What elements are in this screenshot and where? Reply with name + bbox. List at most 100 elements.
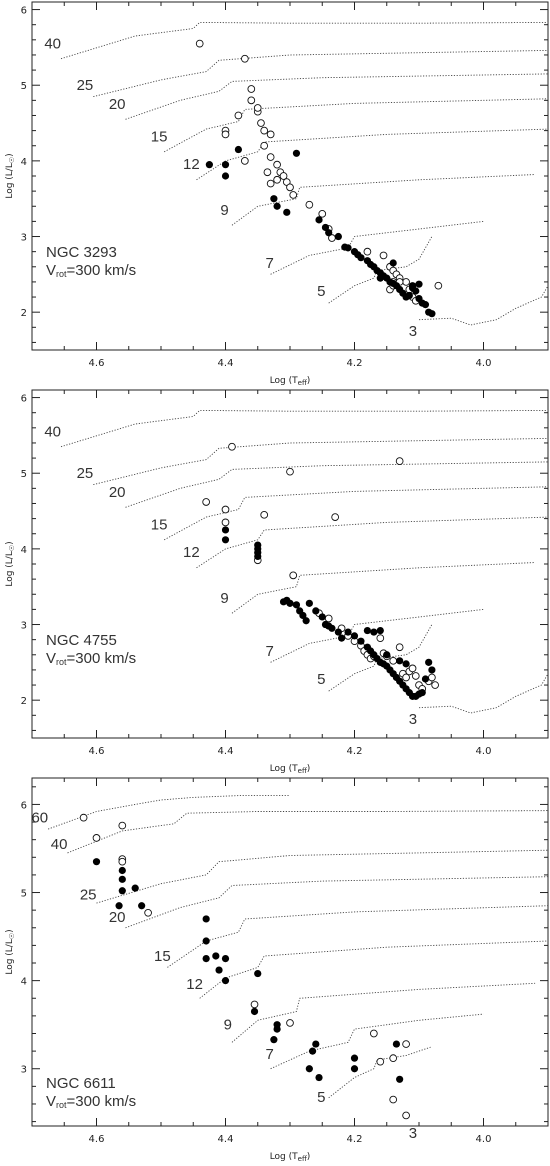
- y-tick-label: 3: [21, 621, 27, 632]
- filled-star-point: [215, 966, 223, 974]
- plot-frame: [31, 389, 549, 739]
- track-mass-label: 3: [409, 1125, 417, 1142]
- open-star-point: [305, 200, 314, 209]
- y-tick-label: 4: [21, 545, 27, 556]
- track-mass-label: 5: [317, 283, 325, 300]
- filled-star-point: [221, 536, 230, 544]
- open-star-point: [202, 498, 211, 506]
- track-mass-label: 40: [44, 36, 61, 53]
- open-star-point: [286, 1019, 294, 1027]
- filled-star-point: [389, 259, 397, 267]
- open-star-point: [234, 111, 243, 120]
- open-star-point: [289, 191, 298, 199]
- open-star-point: [389, 656, 398, 665]
- evolution-track: [96, 849, 549, 904]
- x-tick-label: 4.6: [89, 1134, 105, 1145]
- filled-star-point: [396, 1075, 404, 1083]
- open-star-point: [331, 513, 340, 521]
- filled-star-point: [118, 875, 126, 883]
- open-star-point: [221, 518, 230, 527]
- track-mass-label: 3: [409, 711, 417, 728]
- open-star-point: [250, 1000, 259, 1009]
- cluster-name: NGC 4755: [46, 632, 117, 649]
- open-star-point: [370, 1029, 378, 1038]
- y-tick-label: 4: [21, 157, 27, 168]
- evolution-track: [163, 98, 549, 153]
- open-star-point: [273, 160, 281, 169]
- filled-star-point: [254, 552, 262, 561]
- open-star-point: [92, 834, 101, 842]
- y-tick-label: 2: [21, 696, 27, 707]
- evolution-track: [418, 673, 549, 714]
- y-tick-label: 6: [21, 394, 27, 405]
- filled-star-point: [273, 1025, 281, 1033]
- plot-frame: [31, 1, 549, 351]
- filled-star-point: [250, 1007, 259, 1016]
- open-star-point: [266, 153, 275, 161]
- open-star-point: [260, 141, 269, 150]
- x-tick-label: 4.0: [476, 1134, 492, 1145]
- filled-star-point: [396, 657, 404, 665]
- filled-star-point: [312, 1040, 320, 1048]
- open-star-point: [279, 172, 288, 180]
- hr-diagram-panel: 4.6 4.4 4.2 4.0 2 3 4 5 6 Log (Teff) Log (L/L☉) 40 2…: [5, 389, 549, 775]
- filled-star-point: [315, 1073, 323, 1082]
- open-star-point: [408, 664, 417, 673]
- track-mass-label: 15: [154, 948, 171, 965]
- filled-star-point: [325, 229, 333, 237]
- open-star-point: [402, 278, 410, 286]
- filled-star-point: [376, 274, 384, 282]
- x-tick-label: 4.0: [476, 746, 492, 757]
- track-mass-label: 7: [266, 255, 274, 272]
- filled-star-point: [299, 611, 307, 620]
- hr-diagram-panel: 4.6 4.4 4.2 4.0 3 4 5 6 Log (Teff) Log (L/L☉) 6040…: [5, 777, 549, 1163]
- open-star-point: [144, 908, 152, 917]
- open-star-point: [431, 681, 439, 689]
- filled-star-point: [92, 858, 101, 866]
- filled-star-point: [283, 208, 291, 216]
- evolution-track: [231, 562, 536, 614]
- track-mass-label: 40: [51, 836, 68, 853]
- filled-star-point: [202, 915, 210, 923]
- filled-star-point: [202, 937, 210, 945]
- filled-star-point: [292, 149, 301, 157]
- filled-star-point: [212, 952, 220, 960]
- track-mass-label: 40: [44, 424, 61, 441]
- track-mass-label: 25: [80, 886, 97, 903]
- open-star-point: [411, 672, 420, 680]
- filled-star-point: [428, 666, 436, 674]
- y-tick-label: 5: [21, 469, 27, 480]
- filled-star-point: [305, 599, 313, 607]
- open-star-point: [247, 85, 256, 93]
- x-tick-label: 4.2: [347, 746, 363, 757]
- filled-star-point: [334, 232, 342, 241]
- open-star-point: [260, 510, 269, 519]
- filled-star-point: [221, 161, 230, 169]
- open-star-point: [379, 251, 388, 260]
- track-mass-label: 12: [183, 156, 200, 173]
- filled-star-point: [315, 216, 323, 224]
- filled-star-point: [363, 626, 371, 635]
- filled-star-point: [221, 977, 230, 985]
- x-tick-label: 4.0: [476, 358, 492, 369]
- open-star-point: [228, 442, 236, 451]
- track-mass-label: 9: [220, 202, 228, 219]
- evolution-track: [270, 220, 484, 275]
- track-mass-label: 12: [186, 976, 203, 993]
- evolution-track: [93, 49, 549, 98]
- filled-star-point: [425, 658, 433, 666]
- evolution-track: [196, 128, 549, 181]
- open-star-point: [118, 857, 127, 866]
- y-axis-title: Log (L/L☉): [5, 153, 16, 198]
- track-mass-label: 5: [317, 1089, 325, 1106]
- filled-star-point: [338, 634, 346, 642]
- open-star-point: [395, 643, 404, 652]
- filled-star-point: [418, 689, 426, 697]
- open-star-point: [257, 119, 265, 127]
- y-tick-label: 4: [21, 977, 27, 988]
- open-star-point: [389, 1095, 398, 1104]
- track-mass-label: 3: [409, 323, 417, 340]
- y-tick-label: 3: [21, 233, 27, 244]
- evolution-track: [231, 174, 536, 226]
